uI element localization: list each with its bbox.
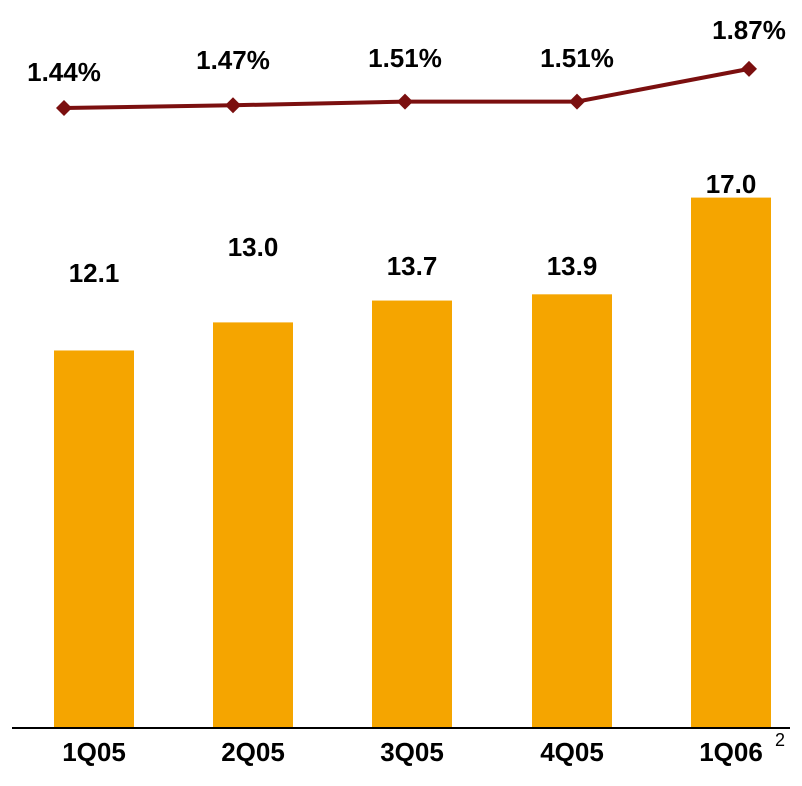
bar-value-label: 13.9	[547, 251, 598, 281]
x-tick-label: 1Q06	[699, 737, 763, 767]
bar-2q05	[213, 322, 293, 728]
line-value-label: 1.51%	[368, 43, 442, 73]
line-value-label: 1.51%	[540, 43, 614, 73]
line-value-label: 1.47%	[196, 45, 270, 75]
bar-value-label: 17.0	[706, 169, 757, 199]
line-point	[56, 100, 72, 116]
bar-value-label: 13.0	[228, 232, 279, 262]
line-point	[225, 97, 241, 114]
bar-value-label: 12.1	[69, 258, 120, 288]
x-tick-label: 3Q05	[380, 737, 444, 767]
line-point	[569, 93, 585, 110]
line-point	[397, 93, 413, 110]
footnote-marker: 2	[775, 730, 785, 750]
line-point	[741, 60, 757, 77]
bar-1q05	[54, 350, 134, 728]
bar-value-labels: 12.1 13.0 13.7 13.9 17.0	[69, 169, 757, 288]
x-tick-label: 4Q05	[540, 737, 604, 767]
line-value-labels: 1.44% 1.47% 1.51% 1.51% 1.87%	[27, 15, 786, 87]
bar-value-label: 13.7	[387, 251, 438, 281]
bar-1q06	[691, 197, 771, 729]
bar-3q05	[372, 300, 452, 728]
line-value-label: 1.44%	[27, 57, 101, 87]
x-tick-labels: 1Q05 2Q05 3Q05 4Q05 1Q06 2	[62, 730, 785, 767]
x-tick-label: 1Q05	[62, 737, 126, 767]
line-value-label: 1.87%	[712, 15, 786, 45]
x-tick-label: 2Q05	[221, 737, 285, 767]
line-series	[56, 60, 757, 116]
bar-4q05	[532, 294, 612, 728]
bar-series	[54, 197, 771, 729]
